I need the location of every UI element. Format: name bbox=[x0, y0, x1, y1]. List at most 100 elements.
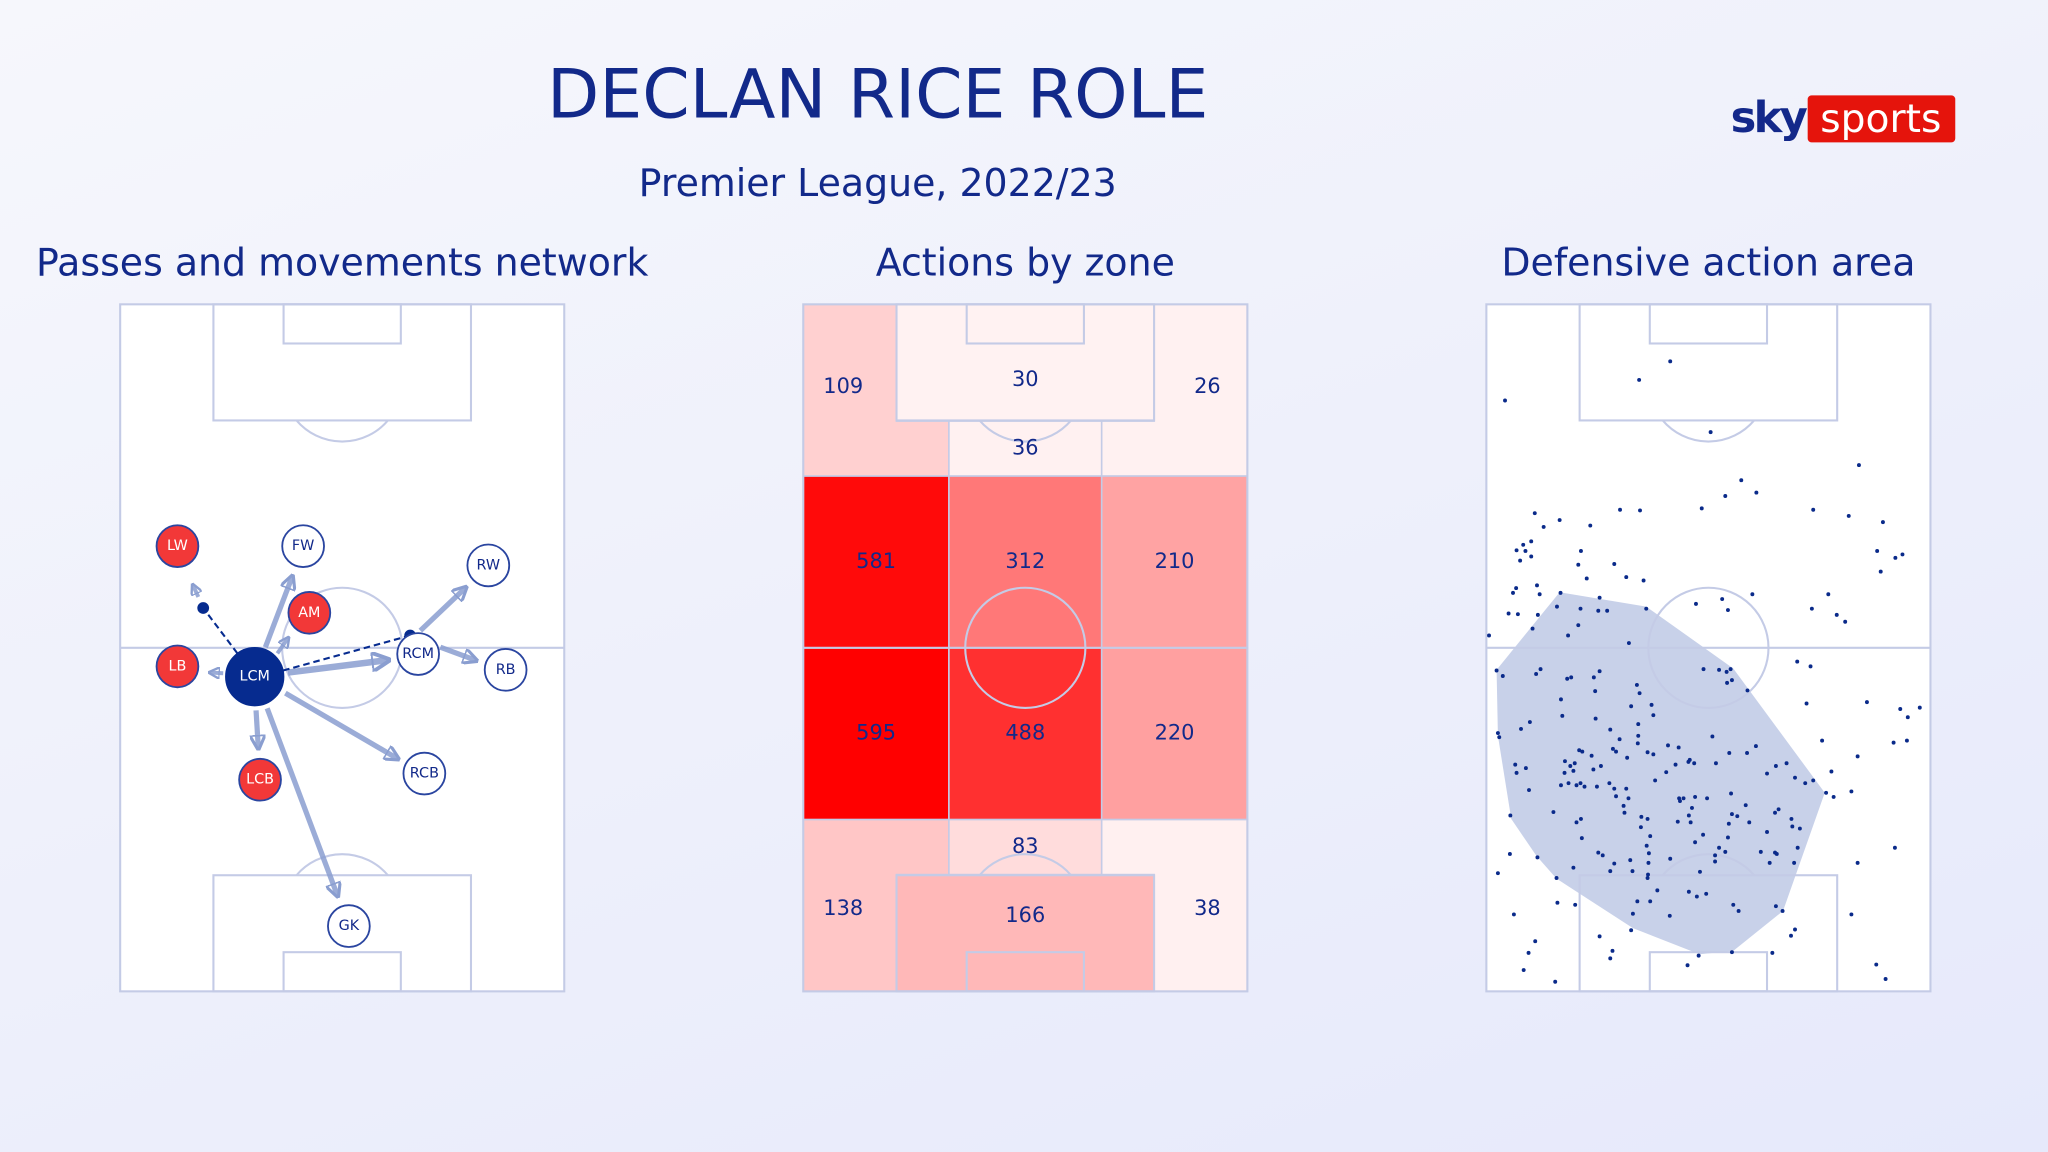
defensive-action-dot bbox=[1578, 549, 1583, 553]
defensive-action-dot bbox=[1634, 682, 1639, 687]
defensive-action-dot bbox=[1577, 748, 1582, 753]
defensive-action-dot bbox=[1526, 950, 1531, 955]
defensive-action-dot bbox=[1617, 737, 1622, 742]
player-node-rw: RW bbox=[466, 543, 511, 588]
defensive-action-dot bbox=[1855, 860, 1860, 865]
player-node-circle bbox=[402, 751, 447, 796]
defensive-action-dot bbox=[1690, 805, 1694, 810]
defensive-action-dot bbox=[1572, 761, 1577, 766]
defensive-action-dot bbox=[1560, 713, 1565, 718]
defensive-action-dot bbox=[1893, 555, 1898, 560]
player-node-label: RCB bbox=[410, 766, 439, 782]
defensive-action-dot bbox=[1713, 761, 1718, 766]
defensive-action-dot bbox=[1584, 576, 1589, 581]
defensive-action-dot bbox=[1624, 575, 1629, 580]
zone-value: 38 bbox=[1194, 896, 1221, 920]
defensive-action-dot bbox=[1582, 784, 1587, 789]
defensive-action-dot bbox=[1776, 807, 1781, 812]
defensive-action-dot bbox=[1527, 788, 1531, 793]
defensive-action-dot bbox=[1891, 740, 1896, 745]
zone-cell bbox=[1100, 647, 1249, 821]
defensive-action-dot bbox=[1534, 671, 1539, 676]
defensive-action-dot bbox=[1831, 794, 1836, 799]
zone-value: 220 bbox=[1155, 721, 1195, 745]
player-node-circle bbox=[238, 757, 282, 802]
defensive-action-dot bbox=[1655, 888, 1660, 893]
player-node-label: LCM bbox=[240, 669, 270, 685]
defensive-action-dot bbox=[1506, 611, 1511, 616]
defensive-action-dot bbox=[1514, 548, 1519, 553]
defensive-action-dot bbox=[1579, 836, 1584, 841]
defensive-action-dot bbox=[1701, 667, 1706, 672]
zone-cell bbox=[802, 647, 950, 821]
defensive-action-dot bbox=[1701, 832, 1706, 837]
defensive-action-dot bbox=[1673, 762, 1678, 767]
pass-arrow bbox=[275, 638, 288, 655]
defensive-action-dot bbox=[1728, 667, 1733, 672]
defensive-action-dot bbox=[1600, 853, 1605, 858]
defensive-action-dot bbox=[1596, 608, 1601, 613]
defensive-action-dot bbox=[1629, 704, 1634, 709]
defensive-action-dot bbox=[1628, 858, 1633, 863]
defensive-action-dot bbox=[1688, 820, 1693, 825]
defensive-action-dot bbox=[1607, 781, 1612, 786]
defensive-action-dot bbox=[1745, 688, 1750, 693]
defensive-action-dot bbox=[1644, 606, 1649, 611]
defensive-action-dot bbox=[1518, 558, 1523, 563]
defensive-action-dot bbox=[1803, 781, 1808, 786]
pass-arrow bbox=[193, 585, 198, 598]
defensive-action-dot bbox=[1578, 816, 1583, 821]
defensive-action-dot bbox=[1664, 770, 1669, 775]
defensive-action-dot bbox=[1855, 754, 1860, 759]
defensive-action-dot bbox=[1834, 612, 1839, 617]
defensive-action-dot bbox=[1532, 511, 1537, 516]
defensive-action-dot bbox=[1653, 778, 1658, 783]
penalty-arc-bottom bbox=[1661, 853, 1755, 876]
defensive-action-dot bbox=[1880, 520, 1885, 525]
defensive-action-dot bbox=[1883, 977, 1888, 981]
player-node-circle bbox=[155, 524, 200, 568]
defensive-action-dot bbox=[1651, 713, 1656, 718]
defensive-action-dot bbox=[1646, 860, 1651, 865]
pass-arrow bbox=[418, 588, 465, 633]
defensive-action-dot bbox=[1704, 891, 1709, 896]
defensive-action-dot bbox=[1535, 855, 1540, 860]
network-title: Passes and movements network bbox=[36, 241, 648, 285]
pitch-lines bbox=[1485, 303, 1932, 993]
defensive-action-dot bbox=[1625, 755, 1630, 760]
zone-cell bbox=[948, 647, 1103, 821]
defensive-action-dot bbox=[1729, 678, 1734, 683]
player-node-label: LCB bbox=[246, 772, 274, 788]
defensive-action-dot bbox=[1773, 810, 1777, 815]
defensive-action-dot bbox=[1648, 899, 1653, 904]
defensive-action-dot bbox=[1566, 633, 1571, 638]
defensive-action-dot bbox=[1767, 860, 1772, 865]
defensive-action-dot bbox=[1774, 851, 1779, 856]
zone-value: 26 bbox=[1194, 374, 1221, 398]
defensive-action-dot bbox=[1533, 939, 1538, 944]
defensive-action-dot bbox=[1559, 697, 1563, 702]
defensive-action-dot bbox=[1905, 715, 1910, 720]
defensive-action-dot bbox=[1497, 735, 1502, 740]
defensive-action-dot bbox=[1593, 689, 1598, 694]
defensive-action-dot bbox=[1569, 675, 1574, 680]
defensive-action-dot bbox=[1591, 675, 1596, 680]
defensive-action-dot bbox=[1541, 524, 1546, 529]
player-node-label: FW bbox=[292, 538, 314, 554]
defensive-action-dot bbox=[1530, 626, 1535, 631]
defensive-action-dot bbox=[1580, 749, 1585, 754]
defensive-action-dot bbox=[1770, 950, 1775, 955]
defensive-action-dot bbox=[1720, 597, 1725, 602]
defensive-action-dot bbox=[1591, 767, 1596, 772]
defensive-action-dot bbox=[1574, 783, 1579, 788]
player-node-circle bbox=[483, 648, 528, 692]
defensive-action-dot bbox=[1747, 820, 1752, 825]
defensive-action-dot bbox=[1826, 592, 1831, 597]
defensive-action-dot bbox=[1708, 430, 1713, 435]
defensive-action-dot bbox=[1725, 680, 1730, 685]
defensive-action-dot bbox=[1793, 927, 1797, 932]
player-node-rcb: RCB bbox=[402, 751, 447, 796]
penalty-arc-bottom bbox=[295, 853, 389, 876]
pass-arrow bbox=[439, 644, 475, 660]
player-node-label: RB bbox=[496, 662, 516, 678]
